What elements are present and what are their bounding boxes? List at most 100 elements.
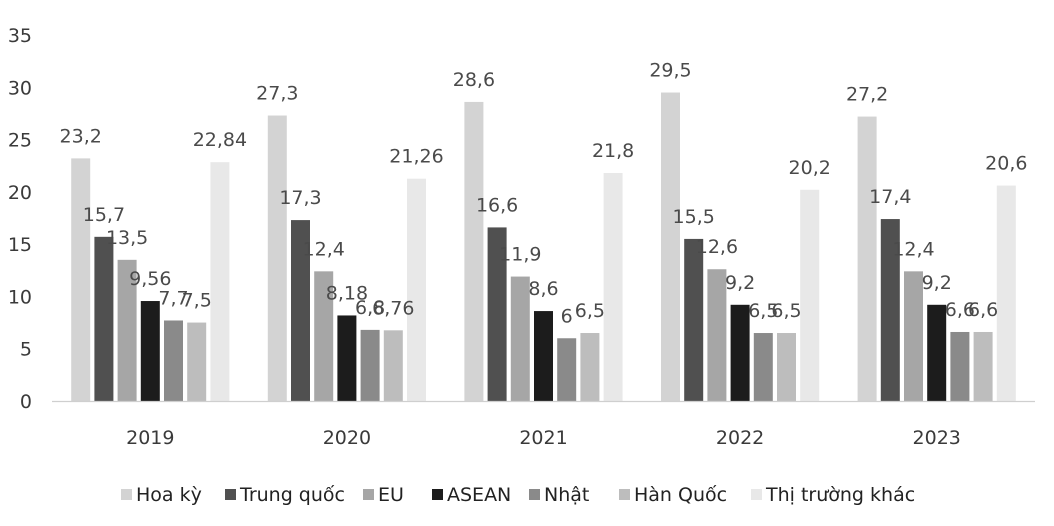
bar-2020-series-2 [314,271,334,401]
bar-2019-series-4 [164,320,183,401]
data-label-2021-series-6: 21,8 [592,140,634,162]
bar-2019-series-6 [210,162,230,401]
bar-2023-series-5 [973,331,993,401]
bar-2023-series-6 [996,185,1016,401]
legend-label-4: Nhật [544,484,589,506]
bar-2022-series-6 [800,189,820,401]
data-label-2020-series-0: 27,3 [256,83,298,105]
x-tick-label-2023: 2023 [913,427,961,449]
bar-2022-series-0 [661,92,680,401]
bar-2020-series-5 [383,330,403,401]
legend-label-0: Hoa kỳ [136,484,202,506]
bar-2021-series-4 [557,338,577,401]
data-label-2022-series-3: 9,2 [725,272,755,294]
legend-label-2: EU [378,484,404,506]
data-label-2020-series-2: 12,4 [303,238,345,260]
data-label-2021-series-2: 11,9 [499,244,541,266]
x-tick-label-2022: 2022 [716,427,764,449]
bar-2021-series-6 [603,173,623,401]
bar-2021-series-0 [464,101,484,401]
y-axis: 0 5 10 15 20 25 30 35 [8,25,32,413]
data-label-2023-series-0: 27,2 [846,84,888,106]
y-tick-label-35: 35 [8,25,32,47]
x-tick-label-2020: 2020 [323,427,371,449]
data-label-2022-series-0: 29,5 [649,60,691,82]
legend-swatch-2 [363,489,374,500]
data-label-2022-series-2: 12,6 [696,236,738,258]
legend-label-5: Hàn Quốc [634,484,727,506]
bar-2023-series-1 [880,219,900,401]
legend-swatch-4 [529,489,540,500]
bar-2023-series-0 [857,116,877,402]
bar-2023-series-3 [927,304,947,401]
bar-2021-series-2 [510,276,530,401]
bar-2019-series-2 [117,259,137,401]
y-tick-label-0: 0 [20,391,32,413]
legend-swatch-3 [432,489,443,500]
y-tick-label-5: 5 [20,339,32,361]
bar-2022-series-5 [777,333,796,401]
data-label-2019-series-3: 9,56 [129,268,171,290]
data-label-2019-series-6: 22,84 [193,129,247,151]
data-label-2023-series-4: 6,6 [945,299,975,321]
data-label-2020-series-3: 8,18 [326,282,368,304]
data-label-2023-series-3: 9,2 [922,272,952,294]
legend: Hoa kỳ Trung quốc EU ASEAN Nhật Hàn Quốc Thị t… [121,484,915,506]
data-label-2019-series-4: 7,7 [158,287,188,309]
bar-2020-series-4 [360,329,380,401]
y-tick-label-10: 10 [8,286,32,308]
data-label-2021-series-1: 16,6 [476,194,518,216]
data-label-2021-series-5: 6,5 [575,300,605,322]
bar-2020-series-6 [407,178,426,401]
data-label-2019-series-1: 15,7 [83,204,125,226]
y-tick-label-25: 25 [8,130,32,152]
data-label-2019-series-5: 7,5 [182,290,212,312]
bars [71,92,1016,402]
bar-2022-series-3 [730,304,750,401]
bar-2019-series-5 [187,322,207,401]
data-label-2023-series-2: 12,4 [892,238,934,260]
x-axis: 2019 2020 2021 2022 2023 [52,400,1035,449]
legend-label-6: Thị trường khác [765,484,915,506]
x-tick-label-2021: 2021 [519,427,567,449]
data-labels: 23,2 15,713,5 9,567,77,5 22,84 27,3 17,3 12,4 8… [60,60,1028,328]
data-label-2021-series-4: 6 [561,305,573,327]
data-label-2020-series-4: 6,8 [355,297,385,319]
legend-swatch-5 [619,489,630,500]
data-label-2022-series-4: 6,5 [748,300,778,322]
bar-2022-series-2 [707,269,727,401]
y-tick-label-30: 30 [8,77,32,99]
legend-swatch-0 [121,489,132,500]
bar-2019-series-0 [71,158,91,401]
x-tick-label-2019: 2019 [126,427,174,449]
data-label-2021-series-0: 28,6 [453,69,495,91]
bar-2023-series-4 [950,331,970,401]
data-label-2020-series-5: 6,76 [372,297,414,319]
bar-2019-series-3 [140,301,160,401]
legend-swatch-6 [751,489,762,500]
bar-2021-series-5 [580,333,600,401]
data-label-2023-series-5: 6,6 [968,299,998,321]
data-label-2022-series-5: 6,5 [771,300,801,322]
data-label-2023-series-6: 20,6 [985,153,1027,175]
data-label-2023-series-1: 17,4 [869,186,911,208]
data-label-2022-series-6: 20,2 [789,157,831,179]
legend-label-1: Trung quốc [239,484,345,506]
data-label-2020-series-1: 17,3 [279,187,321,209]
data-label-2019-series-0: 23,2 [60,125,102,147]
data-label-2019-series-2: 13,5 [106,227,148,249]
bar-2019-series-1 [94,236,114,401]
bar-2020-series-1 [291,220,310,401]
bar-2022-series-1 [684,238,704,401]
bar-2021-series-3 [534,311,553,401]
y-tick-label-15: 15 [8,234,32,256]
data-label-2021-series-3: 8,6 [528,278,558,300]
data-label-2022-series-1: 15,5 [673,206,715,228]
legend-swatch-1 [225,489,236,500]
bar-2020-series-0 [267,115,287,402]
bar-2020-series-3 [337,315,357,401]
legend-label-3: ASEAN [447,484,511,506]
bar-2021-series-1 [487,227,507,401]
y-tick-label-20: 20 [8,182,32,204]
